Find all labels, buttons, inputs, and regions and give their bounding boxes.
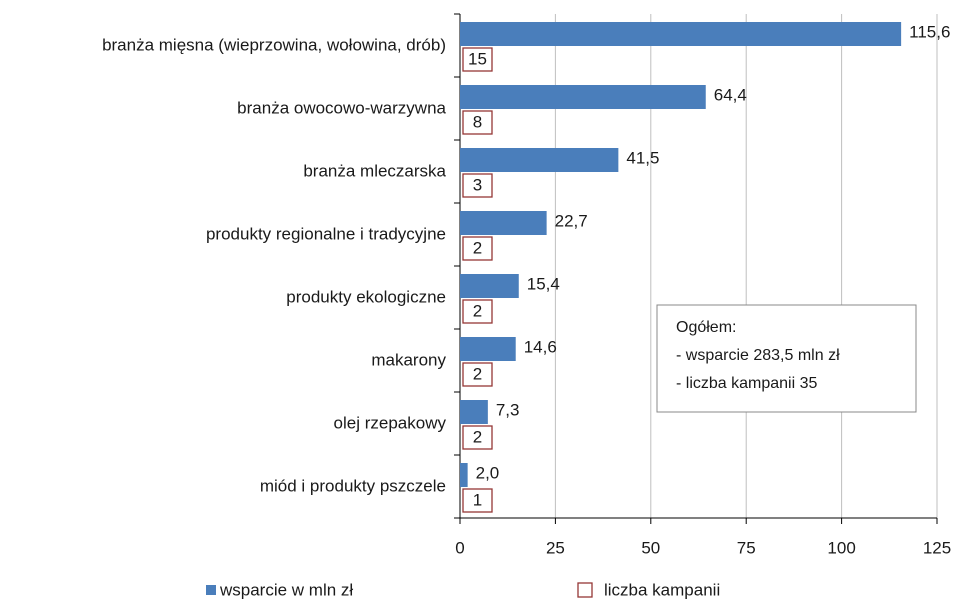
- bar: [460, 211, 547, 235]
- count-box: [462, 236, 493, 261]
- count-label: 2: [473, 301, 482, 320]
- y-tick-label: miód i produkty pszczele: [260, 476, 446, 495]
- bar: [460, 463, 468, 487]
- value-label: 2,0: [476, 463, 500, 482]
- count-box: [462, 425, 493, 450]
- bar: [460, 337, 516, 361]
- x-tick-label: 75: [737, 538, 756, 557]
- bar: [460, 148, 619, 172]
- x-tick-label: 25: [546, 538, 565, 557]
- x-tick-label: 125: [923, 538, 951, 557]
- y-tick-label: branża mięsna (wieprzowina, wołowina, dr…: [102, 35, 446, 54]
- value-label: 22,7: [555, 211, 588, 230]
- legend-swatch: [206, 585, 216, 595]
- value-label: 115,6: [909, 22, 950, 41]
- legend-label: wsparcie w mln zł: [219, 580, 353, 599]
- count-label: 2: [473, 238, 482, 257]
- count-box: [462, 362, 493, 387]
- value-label: 7,3: [496, 400, 520, 419]
- count-label: 2: [473, 427, 482, 446]
- annotation-text: - wsparcie 283,5 mln zł: [676, 347, 840, 364]
- count-box: [462, 110, 493, 135]
- annotation-box: [656, 304, 917, 413]
- bar: [460, 400, 488, 424]
- y-tick-label: branża mleczarska: [303, 161, 446, 180]
- count-label: 1: [473, 490, 482, 509]
- count-label: 8: [473, 112, 482, 131]
- value-label: 15,4: [527, 274, 560, 293]
- y-tick-label: produkty ekologiczne: [286, 287, 446, 306]
- y-tick-label: olej rzepakowy: [334, 413, 447, 432]
- x-tick-label: 50: [641, 538, 660, 557]
- count-box: [462, 47, 493, 72]
- bar: [460, 274, 519, 298]
- count-box: [462, 488, 493, 513]
- count-box: [462, 299, 493, 324]
- x-tick-label: 0: [455, 538, 464, 557]
- value-label: 64,4: [714, 85, 747, 104]
- count-label: 15: [468, 49, 487, 68]
- count-box: [462, 173, 493, 198]
- annotation-text: Ogółem:: [676, 319, 736, 336]
- y-tick-label: branża owocowo-warzywna: [237, 98, 446, 117]
- count-label: 2: [473, 364, 482, 383]
- y-tick-label: produkty regionalne i tradycyjne: [206, 224, 446, 243]
- bar: [460, 85, 706, 109]
- annotation-text: - liczba kampanii 35: [676, 375, 818, 392]
- value-label: 14,6: [524, 337, 557, 356]
- legend-label: liczba kampanii: [604, 580, 720, 599]
- x-tick-label: 100: [827, 538, 855, 557]
- value-label: 41,5: [626, 148, 659, 167]
- y-tick-label: makarony: [371, 350, 446, 369]
- count-label: 3: [473, 175, 482, 194]
- legend-swatch: [577, 582, 593, 598]
- bar: [460, 22, 902, 46]
